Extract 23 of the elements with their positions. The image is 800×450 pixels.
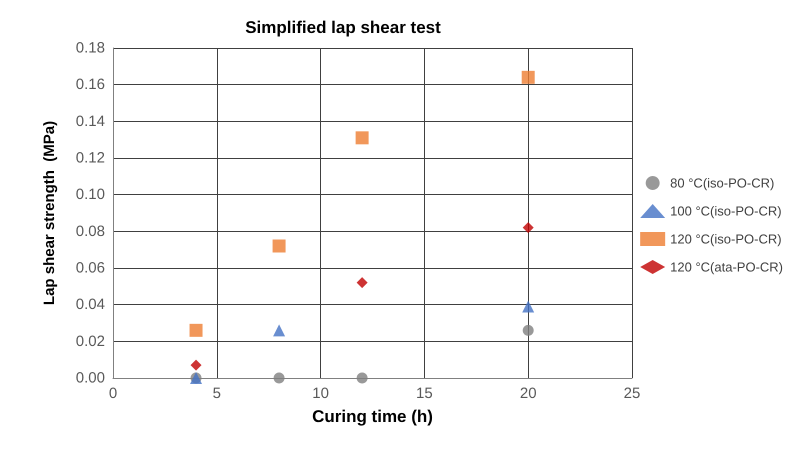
legend-label: 80 °C(iso-PO-CR) (670, 176, 774, 190)
y-tick-label: 0.00 (76, 370, 105, 386)
y-tick-label: 0.04 (76, 296, 105, 314)
x-tick-label: 10 (312, 385, 329, 402)
y-tick-label: 0.02 (76, 332, 105, 350)
x-tick-label: 5 (212, 385, 221, 402)
y-tick-label: 0.12 (76, 150, 105, 166)
x-tick-label: 15 (416, 385, 433, 402)
legend-label: 100 °C(iso-PO-CR) (670, 204, 782, 218)
chart-title: Simplified lap shear test (245, 18, 442, 37)
y-tick-label: 0.16 (76, 76, 105, 94)
legend-label: 120 °C(iso-PO-CR) (670, 232, 782, 246)
y-tick-label: 0.08 (76, 222, 105, 240)
x-axis-title: Curing time (h) (312, 407, 433, 426)
x-tick-label: 0 (108, 385, 118, 402)
y-tick-label: 0.06 (76, 260, 105, 276)
y-tick-label: 0.18 (76, 40, 105, 56)
y-axis-title: Lap shear strength (MPa) (41, 120, 58, 306)
legend-label: 120 °C(ata-PO-CR) (670, 260, 784, 274)
x-tick-label: 25 (624, 385, 640, 402)
y-tick-label: 0.14 (76, 112, 105, 130)
y-tick-label: 0.10 (76, 186, 105, 204)
x-tick-label: 20 (520, 385, 537, 402)
